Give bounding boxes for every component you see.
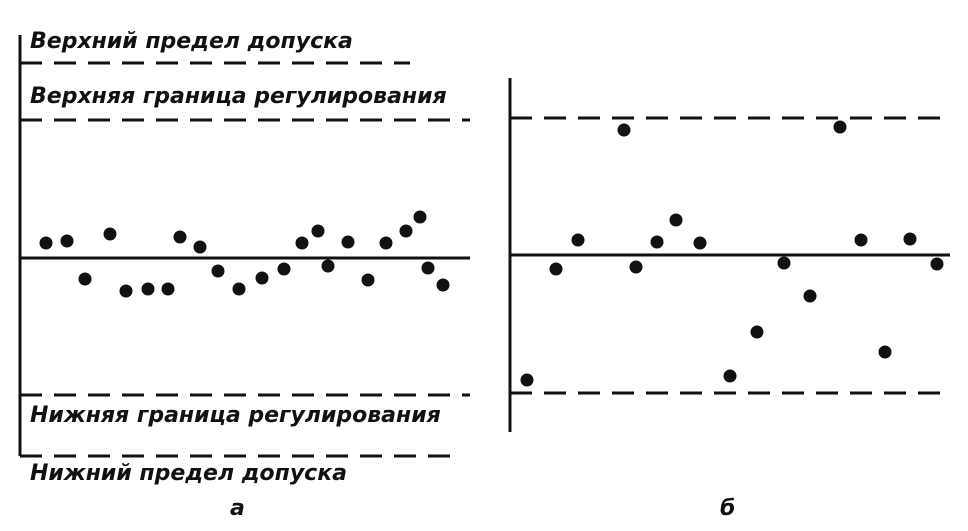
point: [311, 224, 325, 238]
point: [650, 235, 664, 249]
point: [361, 273, 375, 287]
point: [211, 264, 225, 278]
point: [750, 325, 764, 339]
point: [617, 123, 631, 137]
point: [103, 227, 117, 241]
point: [669, 213, 683, 227]
point: [833, 120, 847, 134]
point: [803, 289, 817, 303]
point: [119, 284, 133, 298]
point: [903, 232, 917, 246]
point: [777, 256, 791, 270]
point: [255, 271, 269, 285]
point: [413, 210, 427, 224]
point: [173, 230, 187, 244]
point: [277, 262, 291, 276]
panel-b: б: [508, 78, 950, 521]
point: [520, 373, 534, 387]
point: [421, 261, 435, 275]
point: [629, 260, 643, 274]
point: [549, 262, 563, 276]
point: [193, 240, 207, 254]
point: [39, 236, 53, 250]
point: [232, 282, 246, 296]
point: [78, 272, 92, 286]
points: [520, 120, 944, 387]
points: [39, 210, 450, 298]
point: [723, 369, 737, 383]
point: [60, 234, 74, 248]
point: [693, 236, 707, 250]
point: [321, 259, 335, 273]
point: [571, 233, 585, 247]
point: [854, 233, 868, 247]
point: [379, 236, 393, 250]
point: [341, 235, 355, 249]
panel-label: б: [720, 496, 735, 521]
point: [878, 345, 892, 359]
point: [930, 257, 944, 271]
point: [295, 236, 309, 250]
label: Верхний предел допуска: [30, 29, 353, 54]
point: [436, 278, 450, 292]
point: [141, 282, 155, 296]
panel-label: а: [230, 496, 245, 521]
label: Верхняя граница регулирования: [30, 84, 447, 109]
point: [161, 282, 175, 296]
label: Нижняя граница регулирования: [30, 403, 441, 428]
panel-a: Верхний предел допуска Верхняя граница р…: [18, 29, 470, 521]
point: [399, 224, 413, 238]
label: Нижний предел допуска: [30, 461, 347, 486]
